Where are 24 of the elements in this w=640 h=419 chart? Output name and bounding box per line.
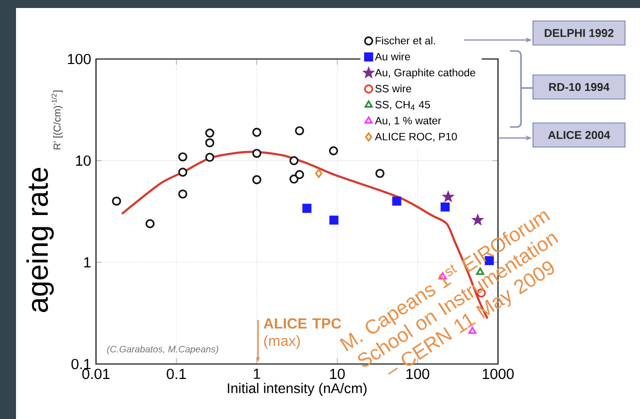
annotation: (C.Garabatos, M.Capeans) [107, 346, 218, 354]
x-tick-label: 0.1 [166, 368, 186, 380]
text: DELPHI 1992 [544, 28, 614, 38]
y-tick-label: 1 [84, 257, 91, 268]
text: RD-10 1994 [549, 82, 610, 92]
x-tick-label: 10 [330, 368, 345, 380]
x-tick-label: 1 [254, 368, 260, 379]
legend-label: ALICE ROC, P10 [374, 132, 457, 142]
legend-label: Au, 1 % water [374, 116, 442, 126]
x-tick-label: 100 [406, 368, 430, 380]
y-tick-label: 10 [76, 155, 91, 166]
y-tick-label: 0.1 [71, 358, 91, 370]
x-tick-label: 1000 [482, 368, 514, 380]
y-axis-title: ageing rate [26, 168, 54, 312]
y-tick-label: 100 [68, 54, 91, 64]
x-axis-title: Initial intensity (nA/cm) [228, 382, 367, 396]
legend-label: Au wire [374, 52, 410, 60]
legend-label: SS wire [375, 84, 412, 92]
legend-label: Fischer et al. [376, 36, 435, 44]
text: R' [(C/cm)$^{-1/2}$] [51, 90, 63, 150]
text: ALICE 2004 [548, 130, 610, 140]
legend-label: SS, CH$_{4}$ 45 [375, 100, 430, 110]
legend-label: Au, Graphite cathode [374, 68, 476, 79]
x-tick-label: 0.01 [82, 368, 110, 380]
